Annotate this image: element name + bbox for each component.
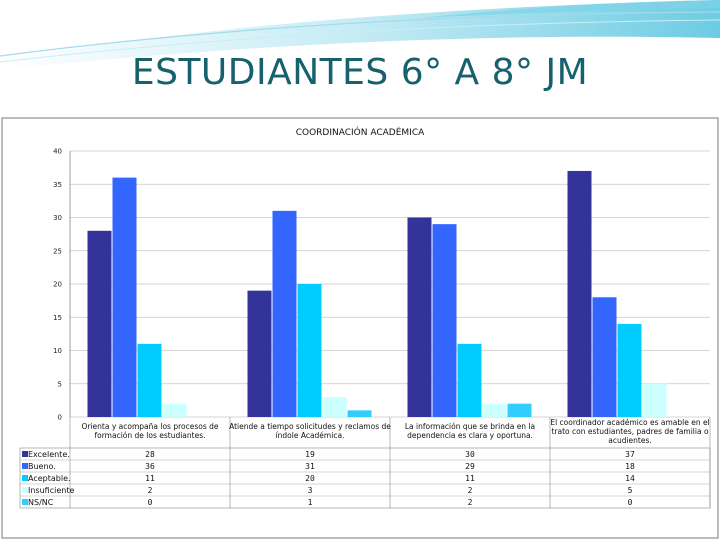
data-label: 20: [305, 474, 315, 483]
header-decoration: [0, 0, 720, 70]
data-label: 11: [145, 474, 155, 483]
category-label: trato con estudiantes, padres de familia…: [551, 427, 708, 436]
bar: [482, 403, 507, 417]
legend-label: Insuficiente: [28, 486, 74, 495]
bar: [592, 297, 617, 417]
y-tick-label: 35: [53, 181, 62, 189]
chart-title: COORDINACIÓN ACADÉMICA: [296, 126, 425, 138]
legend-label: Excelente.: [28, 450, 70, 459]
data-label: 28: [145, 450, 155, 459]
legend-label: NS/NC: [28, 498, 54, 507]
category-label: Orienta y acompaña los procesos de: [81, 422, 218, 431]
data-label: 18: [625, 462, 635, 471]
bar: [322, 397, 347, 417]
bar: [347, 410, 372, 417]
category-label: acudientes.: [608, 436, 652, 445]
legend-swatch: [22, 499, 28, 505]
bar: [407, 217, 432, 417]
data-label: 14: [625, 474, 635, 483]
y-tick-label: 10: [53, 347, 62, 355]
y-tick-label: 40: [53, 148, 62, 156]
data-label: 36: [145, 462, 155, 471]
data-label: 30: [465, 450, 475, 459]
legend-swatch: [22, 463, 28, 469]
legend-swatch: [22, 487, 28, 493]
data-table: Orienta y acompaña los procesos deformac…: [19, 417, 711, 509]
data-label: 29: [465, 462, 475, 471]
y-tick-label: 15: [53, 314, 62, 322]
legend-label: Bueno.: [28, 462, 56, 471]
data-label: 2: [468, 486, 473, 495]
bar: [642, 383, 667, 417]
data-label: 1: [308, 498, 313, 507]
y-tick-label: 0: [58, 414, 62, 422]
category-label: índole Académica.: [276, 431, 345, 440]
category-label: formación de los estudiantes.: [95, 431, 206, 440]
data-label: 3: [308, 486, 313, 495]
data-label: 37: [625, 450, 635, 459]
bar: [247, 290, 272, 417]
bar: [272, 210, 297, 417]
data-label: 0: [628, 498, 633, 507]
bar: [457, 343, 482, 417]
bar: [137, 343, 162, 417]
y-axis-ticks: 0 5 10 15 20 25 30 35 40: [53, 148, 71, 422]
data-label: 2: [468, 498, 473, 507]
data-label: 5: [628, 486, 633, 495]
slide-title: ESTUDIANTES 6° A 8° JM: [131, 52, 589, 93]
bar: [617, 323, 642, 417]
category-label: La información que se brinda en la: [405, 422, 535, 431]
bar: [112, 177, 137, 417]
data-label: 0: [148, 498, 153, 507]
legend-swatch: [22, 451, 28, 457]
y-tick-label: 25: [53, 247, 62, 255]
legend-swatch: [22, 475, 28, 481]
y-tick-label: 5: [58, 380, 62, 388]
category-label: Atiende a tiempo solicitudes y reclamos …: [229, 422, 391, 431]
category-label: dependencia es clara y oportuna.: [407, 431, 533, 440]
data-label: 11: [465, 474, 475, 483]
category-label: El coordinador académico es amable en el: [550, 418, 709, 427]
bar: [432, 224, 457, 417]
bar: [162, 403, 187, 417]
bar: [87, 230, 112, 417]
bar: [297, 284, 322, 417]
legend-label: Aceptable.: [28, 474, 71, 483]
bar: [567, 170, 592, 417]
data-label: 2: [148, 486, 153, 495]
data-label: 19: [305, 450, 315, 459]
data-label: 31: [305, 462, 315, 471]
y-tick-label: 20: [53, 281, 62, 289]
bar: [507, 403, 532, 417]
y-tick-label: 30: [53, 214, 62, 222]
bars: [87, 170, 667, 417]
